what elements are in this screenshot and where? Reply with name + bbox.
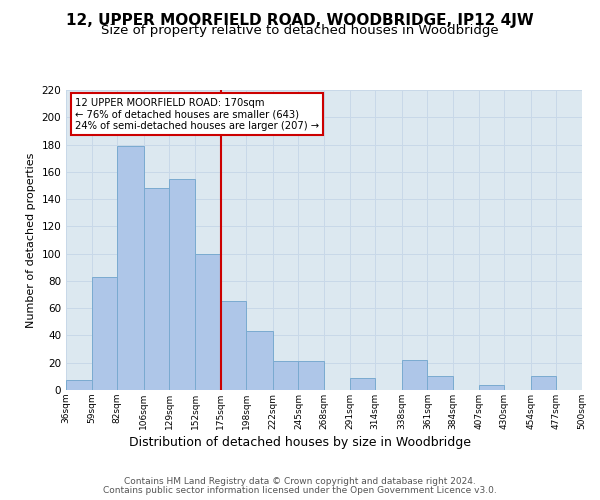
Bar xyxy=(195,254,221,390)
Bar xyxy=(479,384,504,390)
Bar xyxy=(273,362,298,390)
Bar xyxy=(66,380,92,390)
Text: 12, UPPER MOORFIELD ROAD, WOODBRIDGE, IP12 4JW: 12, UPPER MOORFIELD ROAD, WOODBRIDGE, IP… xyxy=(66,12,534,28)
Text: Contains public sector information licensed under the Open Government Licence v3: Contains public sector information licen… xyxy=(103,486,497,495)
Bar xyxy=(92,277,117,390)
Text: Distribution of detached houses by size in Woodbridge: Distribution of detached houses by size … xyxy=(129,436,471,449)
Bar xyxy=(246,332,273,390)
Bar xyxy=(169,178,195,390)
Bar xyxy=(298,362,324,390)
Bar xyxy=(402,360,427,390)
Bar xyxy=(221,302,246,390)
Bar xyxy=(144,188,169,390)
Text: Contains HM Land Registry data © Crown copyright and database right 2024.: Contains HM Land Registry data © Crown c… xyxy=(124,477,476,486)
Y-axis label: Number of detached properties: Number of detached properties xyxy=(26,152,36,328)
Bar xyxy=(531,376,556,390)
Bar xyxy=(350,378,375,390)
Text: Size of property relative to detached houses in Woodbridge: Size of property relative to detached ho… xyxy=(101,24,499,37)
Bar xyxy=(117,146,144,390)
Text: 12 UPPER MOORFIELD ROAD: 170sqm
← 76% of detached houses are smaller (643)
24% o: 12 UPPER MOORFIELD ROAD: 170sqm ← 76% of… xyxy=(75,98,319,130)
Bar xyxy=(427,376,453,390)
